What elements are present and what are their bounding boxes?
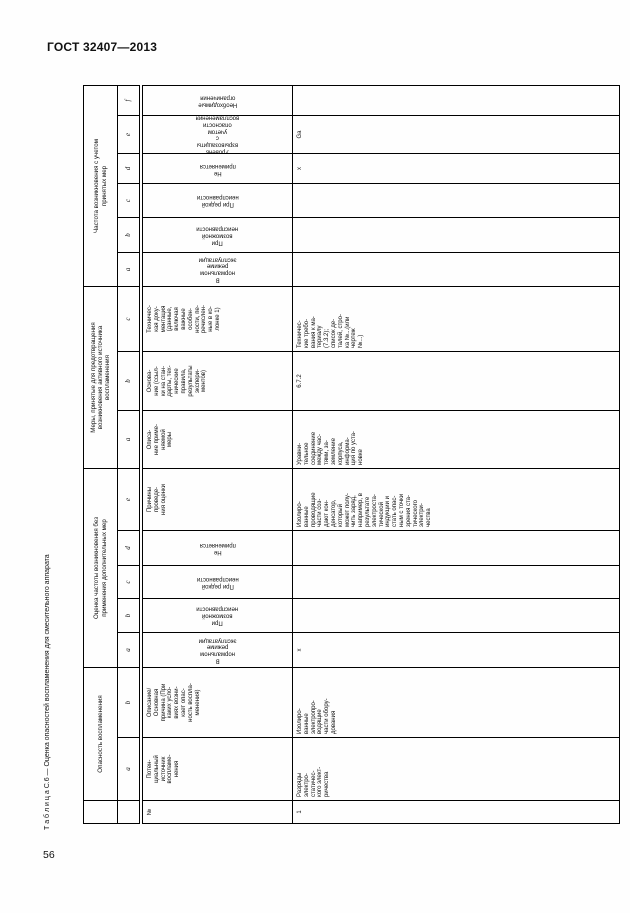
descriptor-4b: При возможной неисправности [142,217,293,253]
row1-documentation: Техничес- кие требо- вания к ма- териалу… [292,286,620,352]
descriptor-2c: При редкой неисправности [142,565,293,599]
header-num-blank [83,800,118,824]
descriptor-3c: Техничес- кая доку- ментация (данные, вк… [142,286,293,352]
header-group3: Меры, принятые для предотвращения возник… [83,286,118,469]
descriptor-num: № [142,800,293,824]
descriptor-2b: При возможной неисправности [142,598,293,633]
row1-4d: x [292,153,620,184]
descriptor-4a-text: В нормальном режиме эксплуатации [198,256,237,284]
row1-2d [292,530,620,566]
row1-source: Разряды электро- статичес- кого элект- р… [292,737,620,801]
row1-2c [292,565,620,599]
descriptor-1b: Описание/ Основная причина (При каких ус… [142,667,293,738]
row1-2a: x [292,632,620,668]
rotated-table: Опасность воспламенения Оценка частоты в… [83,85,620,825]
descriptor-4d: Не применяется [142,153,293,184]
descriptor-2e: Причины проведе- ния оценки [142,468,293,531]
letter-4b: b [117,217,140,253]
row1-4a [292,252,620,287]
row1-reason: Изолиро- ванные проводящие части соз- да… [292,468,620,531]
descriptor-2d: Не применяется [142,530,293,566]
descriptor-2a: В нормальном режиме эксплуатации [142,632,293,668]
letter-3c: c [117,286,140,352]
descriptor-4d-text: Не применяется [199,162,236,176]
descriptor-4f-text: Необходимые ограничения [197,94,238,108]
descriptor-1a: Потен- циальный источник воспламе- нения [142,737,293,801]
descriptor-3a: Описа- ние приме- няемой меры [142,410,293,469]
letter-4c: c [117,183,140,218]
letter-num-blank [117,800,140,824]
descriptor-2c-text: При редкой неисправности [196,576,239,589]
row1-description: Изолиро- ванные электропро- водящие част… [292,667,620,738]
letter-4d: d [117,153,140,184]
letter-3b: b [117,351,140,411]
letter-1b: b [117,667,140,738]
letter-4a: a [117,252,140,287]
letter-4e: e [117,115,140,154]
letter-4f: f [117,85,140,116]
page-number: 56 [43,849,55,861]
header-group4: Частота возникновения с учетом принятых … [83,85,118,287]
letter-2a: a [117,632,140,668]
header-group2: Оценка частоты возникновения без примене… [83,468,118,668]
row1-4f [292,85,620,116]
standard-number-header: ГОСТ 32407—2013 [47,40,158,54]
row1-epl: Ga [292,115,620,154]
letter-2d: d [117,530,140,566]
row1-2b [292,598,620,633]
row1-basis: 6.7.2 [292,351,620,411]
header-group1: Опасность воспламенения [83,667,118,801]
descriptor-4e-text: Уровень взрывозащиты с учетом опасности … [195,115,240,154]
row1-4c [292,183,620,218]
descriptor-4a: В нормальном режиме эксплуатации [142,252,293,287]
row1-number: 1 [292,800,620,824]
descriptor-4f: Необходимые ограничения [142,85,293,116]
descriptor-3b: Основа- ние (ссыл- ки на стан- дарты, те… [142,351,293,411]
descriptor-4c-text: При редкой неисправности [196,194,239,208]
row1-measure: Уравни- тельное соединение между час- тя… [292,410,620,469]
ignition-hazard-table: Опасность воспламенения Оценка частоты в… [83,84,620,824]
descriptor-2a-text: В нормальном режиме эксплуатации [198,637,237,664]
descriptor-2b-text: При возможной неисправности [196,606,239,626]
letter-2e: e [117,468,140,531]
descriptor-4e: Уровень взрывозащиты с учетом опасности … [142,115,293,154]
descriptor-4b-text: При возможной неисправности [196,225,239,246]
letter-2c: c [117,565,140,599]
descriptor-4c: При редкой неисправности [142,183,293,218]
table-caption-text: Т а б л и ц а С.6 — Оценка опасностей во… [44,554,51,830]
letter-1a: a [117,737,140,801]
letter-2b: b [117,598,140,633]
table-caption: Т а б л и ц а С.6 — Оценка опасностей во… [44,385,58,830]
descriptor-2d-text: Не применяется [199,542,236,555]
row1-4b [292,217,620,253]
letter-3a: a [117,410,140,469]
